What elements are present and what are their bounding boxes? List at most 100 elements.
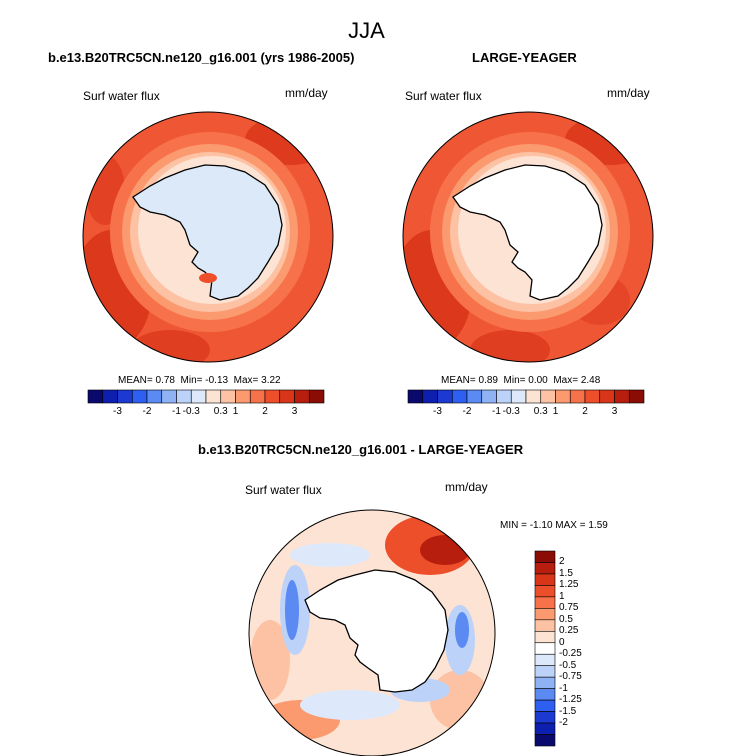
panel1-max-value: 3.22 — [261, 375, 281, 386]
panel2-colorbar-tick-label: -0.3 — [502, 406, 520, 417]
panel3-colorbar-tick-label: -1.25 — [559, 694, 582, 706]
panel1-colorbar-swatch — [87, 389, 104, 404]
panel3-colorbar-tick-label: 2 — [559, 556, 565, 568]
panel3-colorbar-swatch — [534, 688, 556, 701]
panel1-colorbar-tick-label: -0.3 — [182, 406, 200, 417]
panel1-map — [83, 112, 333, 362]
panel1-stats: MEAN= 0.78 Min= -0.13 Max= 3.22 — [118, 375, 281, 386]
panel2-mean-value: 0.89 — [478, 375, 498, 386]
panel2-map-border — [402, 111, 654, 363]
panel3-colorbar-swatch — [534, 653, 556, 667]
panel3-colorbar-swatch — [534, 676, 556, 689]
panel3-colorbar — [534, 550, 556, 747]
panel2-colorbar-swatch — [614, 389, 630, 404]
panel3-colorbar-swatch — [534, 665, 556, 678]
panel2-colorbar-swatch — [451, 389, 468, 404]
panel3-colorbar-swatch — [534, 630, 556, 644]
panel1-antarctica-outline — [132, 164, 283, 301]
page-title: JJA — [348, 18, 385, 43]
panel1-colorbar-swatch — [249, 389, 266, 404]
panel3-colorbar-swatch — [534, 573, 556, 586]
panel2-colorbar-tick-label: -1 — [492, 406, 501, 417]
panel2-colorbar-tick-label: 1 — [552, 406, 559, 417]
panel2-stats: MEAN= 0.89 Min= 0.00 Max= 2.48 — [441, 375, 600, 386]
panel1-colorbar-swatch — [220, 389, 236, 404]
panel3-map — [249, 510, 495, 756]
panel2-colorbar-swatch — [422, 389, 438, 404]
panel2-min-value: 0.00 — [528, 375, 548, 386]
panel1-mean-value: 0.78 — [155, 375, 175, 386]
panel1-colorbar-swatch — [131, 389, 148, 404]
panel2-colorbar-tick-label: 3 — [611, 406, 618, 417]
panel3-colorbar-tick-label: -1.5 — [559, 705, 577, 717]
panel3-units-label: mm/day — [445, 480, 488, 494]
panel2-colorbar-swatch — [466, 389, 483, 404]
panel1-colorbar — [87, 389, 325, 404]
panel2-colorbar — [407, 389, 645, 404]
panel3-colorbar-tick-label: -2 — [559, 717, 568, 729]
panel1-colorbar-swatch — [146, 389, 163, 404]
panel2-colorbar-swatch — [481, 389, 497, 404]
panel3-colorbar-swatch — [534, 711, 556, 724]
panel1-units-label: mm/day — [285, 86, 328, 100]
panel1-colorbar-swatch — [117, 389, 133, 404]
panel1-colorbar-swatch — [308, 389, 325, 404]
panel3-variable-label: Surf water flux — [245, 483, 322, 497]
panel1-max-label: Max= — [233, 375, 259, 386]
panel2-colorbar-swatch — [407, 389, 424, 404]
panel1-colorbar-tick-label: -1 — [172, 406, 181, 417]
panel2-map — [403, 112, 653, 362]
panel2-colorbar-swatch — [496, 389, 512, 404]
panel2-colorbar-tick-label: 0.3 — [533, 406, 548, 417]
panel1-colorbar-swatch — [279, 389, 295, 404]
panel1-colorbar-tick-label: 1 — [232, 406, 239, 417]
panel3-title: b.e13.B20TRC5CN.ne120_g16.001 - LARGE-YE… — [198, 442, 524, 457]
panel2-max-value: 2.48 — [580, 375, 601, 386]
panel1-colorbar-swatch — [235, 389, 251, 404]
panel2-max-label: Max= — [553, 375, 579, 386]
panel1-colorbar-swatch — [176, 389, 192, 404]
panel3-colorbar-swatch — [534, 619, 556, 632]
panel3-colorbar-tick-label: -0.25 — [559, 648, 582, 660]
panel3-map-border — [248, 509, 496, 756]
panel1-colorbar-swatch — [102, 389, 118, 404]
panel3-minmax: MIN = -1.10 MAX = 1.59 — [500, 520, 608, 531]
panel3-colorbar-tick-label: 0.75 — [559, 602, 579, 614]
panel1-colorbar-swatch — [190, 389, 207, 404]
panel3-colorbar-swatch — [534, 562, 556, 575]
panel3-colorbar-swatch — [534, 734, 556, 747]
panel1-colorbar-tick-label: 0.3 — [213, 406, 228, 417]
panel2-colorbar-swatch — [569, 389, 586, 404]
panel3-colorbar-swatch — [534, 585, 556, 598]
panel1-map-border — [82, 111, 334, 363]
panel2-mean-label: MEAN= — [441, 375, 476, 386]
panel1-colorbar-swatch — [161, 389, 177, 404]
panel2-colorbar-swatch — [437, 389, 453, 404]
panel2-min-label: Min= — [503, 375, 526, 386]
panel2-colorbar-tick-label: 2 — [582, 406, 588, 417]
panel3-colorbar-swatch — [534, 596, 556, 609]
panel1-colorbar-tick-label: 3 — [291, 406, 298, 417]
panel1-colorbar-swatch — [294, 389, 310, 404]
panel3-colorbar-tick-label: 1.5 — [559, 567, 573, 579]
panel3-colorbar-swatch — [534, 642, 556, 655]
panel3-colorbar-tick-label: 0.5 — [559, 613, 573, 625]
panel3-colorbar-swatch — [534, 550, 556, 563]
panel2-colorbar-swatch — [555, 389, 571, 404]
panel3-colorbar-tick-label: 1 — [559, 590, 565, 602]
panel3-colorbar-tick-label: -1 — [559, 682, 568, 694]
panel1-colorbar-tick-label: -3 — [113, 406, 122, 417]
panel3-colorbar-swatch — [534, 608, 556, 621]
panel3-colorbar-tick-label: 0 — [559, 636, 565, 648]
panel3-colorbar-swatch — [534, 722, 556, 735]
panel2-colorbar-swatch — [628, 389, 645, 404]
panel3-colorbar-tick-label: -0.5 — [559, 659, 577, 671]
panel2-colorbar-tick-label: -3 — [433, 406, 442, 417]
panel3-colorbar-swatch — [534, 699, 556, 712]
panel2-variable-label: Surf water flux — [405, 89, 482, 103]
panel3-colorbar-tick-label: 1.25 — [559, 579, 579, 591]
panel1-mean-label: MEAN= — [118, 375, 153, 386]
panel1-title: b.e13.B20TRC5CN.ne120_g16.001 (yrs 1986-… — [48, 50, 355, 65]
panel1-colorbar-tick-label: 2 — [262, 406, 268, 417]
